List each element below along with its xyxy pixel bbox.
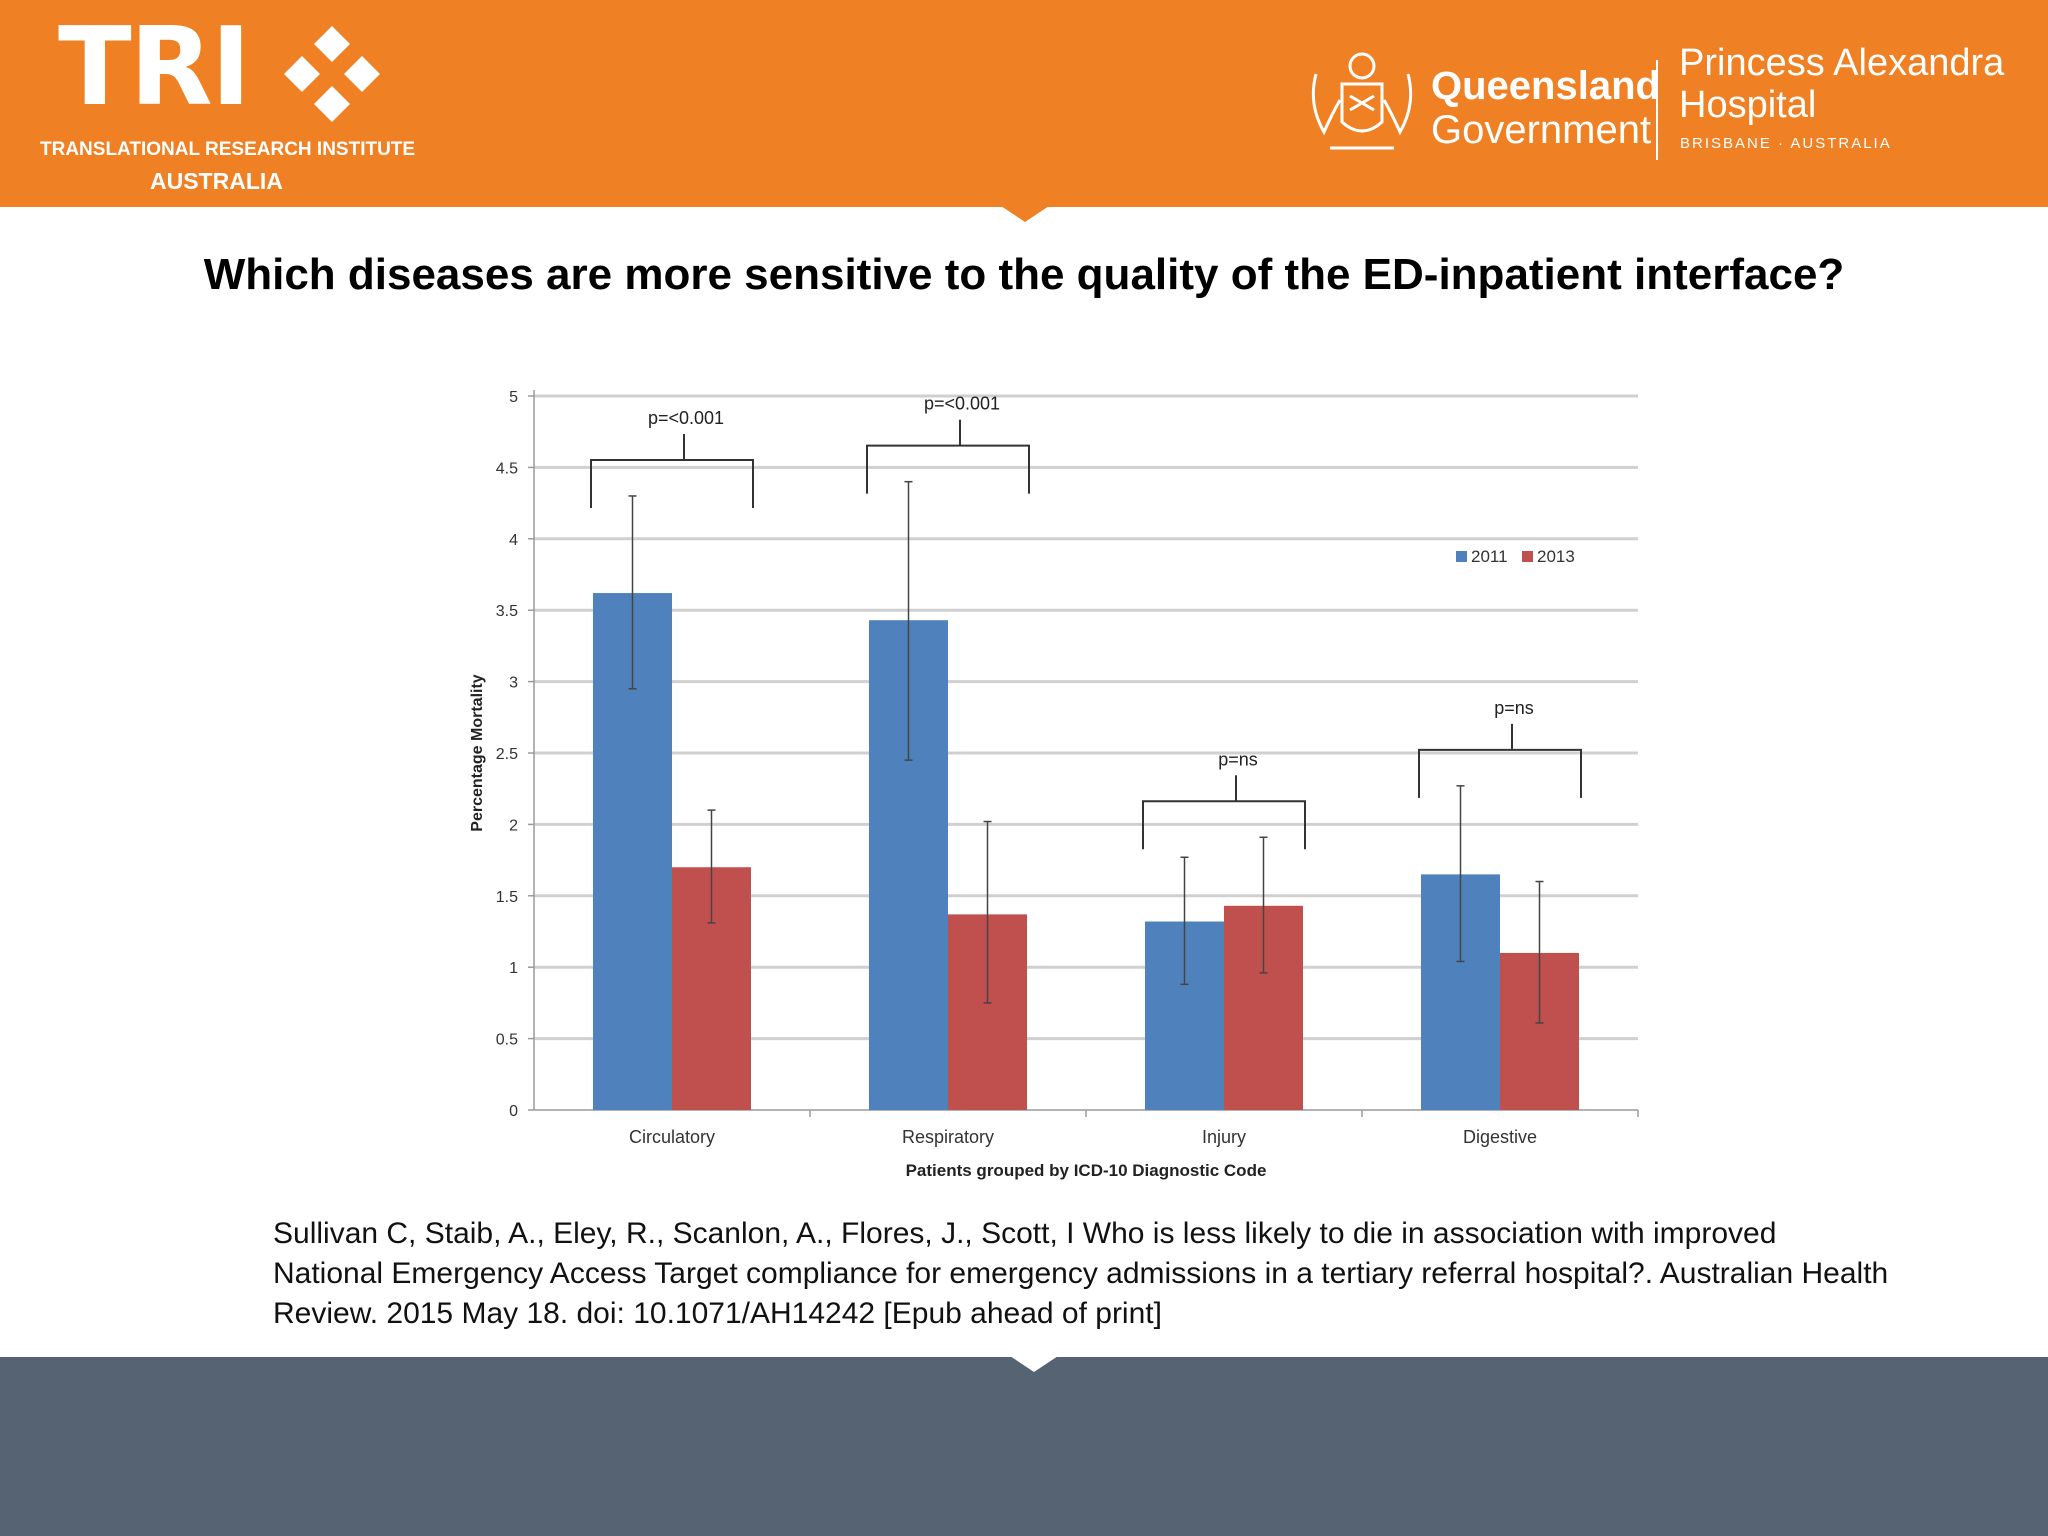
gov-name-line2: Government: [1431, 108, 1652, 152]
legend-swatch-2013: [1522, 551, 1533, 562]
gov-name-line1: Queensland: [1431, 64, 1660, 108]
y-tick-label: 0: [509, 1103, 518, 1120]
tri-logo-subtitle: TRANSLATIONAL RESEARCH INSTITUTE: [40, 139, 416, 160]
citation-text: Sullivan C, Staib, A., Eley, R., Scanlon…: [273, 1217, 1889, 1330]
mortality-bar-chart: 0 0.5 1 1.5 2 2.5 3 3.5 4 4.5 5 Circulatory Respirat…: [469, 389, 1639, 1180]
y-tick-label: 2: [509, 817, 518, 834]
header-notch: [1001, 206, 1049, 222]
significance-label: p=<0.001: [648, 408, 724, 428]
significance-bracket: [866, 444, 1030, 494]
x-tick-label: Injury: [1202, 1127, 1246, 1147]
legend-label-2011: 2011: [1471, 547, 1508, 566]
logo-divider: [1656, 60, 1658, 160]
x-axis-title: Patients grouped by ICD-10 Diagnostic Co…: [906, 1161, 1267, 1180]
queensland-crest-icon: [1311, 52, 1413, 150]
y-tick-label: 4.5: [496, 460, 518, 477]
y-tick-label: 4: [509, 532, 518, 549]
x-tick-label: Digestive: [1463, 1127, 1537, 1147]
y-tick-label: 3: [509, 675, 518, 692]
significance-bracket: [590, 458, 754, 508]
y-tick-label: 1.5: [496, 889, 518, 906]
hospital-location: BRISBANE · AUSTRALIA: [1680, 135, 1892, 152]
y-tick-label: 1: [509, 960, 518, 977]
tri-logo-country: AUSTRALIA: [150, 168, 283, 194]
footer-notch: [1010, 1356, 1058, 1372]
legend-label-2013: 2013: [1537, 547, 1575, 566]
hospital-name-line2: Hospital: [1679, 84, 1817, 126]
y-axis-title: Percentage Mortality: [469, 674, 486, 831]
y-tick-label: 0.5: [496, 1032, 518, 1049]
significance-label: p=ns: [1218, 749, 1258, 769]
significance-label: p=<0.001: [924, 394, 1000, 414]
tri-logo-mark-icon: [284, 26, 380, 122]
significance-bracket: [1142, 800, 1306, 850]
x-tick-label: Respiratory: [902, 1127, 994, 1147]
footer-band: [0, 1357, 2048, 1536]
y-tick-label: 2.5: [496, 746, 518, 763]
x-tick-label: Circulatory: [629, 1127, 715, 1147]
significance-bracket: [1418, 748, 1582, 798]
hospital-name-line1: Princess Alexandra: [1679, 42, 2005, 84]
significance-label: p=ns: [1494, 698, 1534, 718]
y-tick-label: 5: [509, 389, 518, 406]
slide-title: Which diseases are more sensitive to the…: [203, 250, 1845, 299]
legend-swatch-2011: [1456, 551, 1467, 562]
y-tick-label: 3.5: [496, 603, 518, 620]
tri-logo-word: TRI: [58, 5, 251, 130]
